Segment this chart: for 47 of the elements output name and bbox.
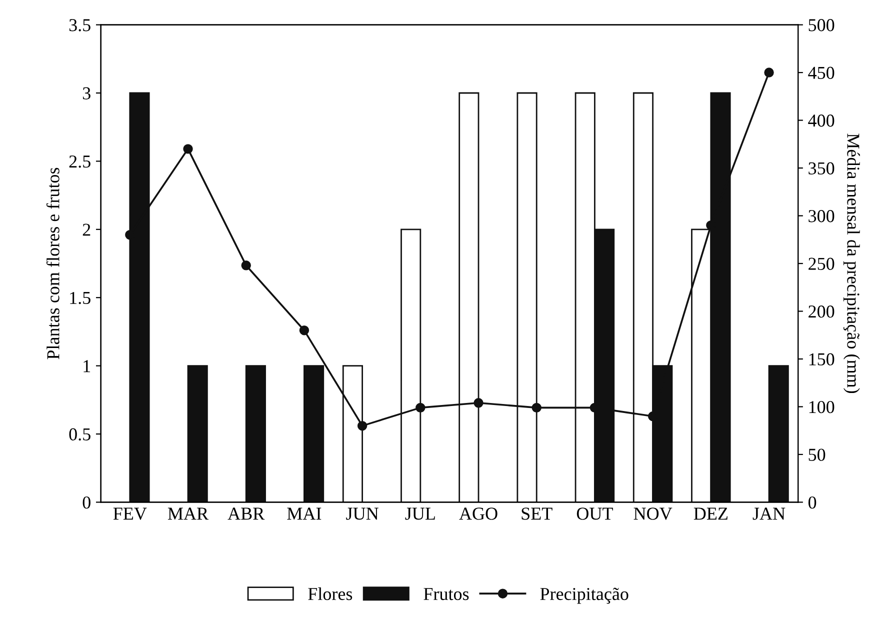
bar <box>245 365 266 502</box>
y2-axis-title: Média mensal da precipitação (mm) <box>843 134 860 394</box>
x-tick-label: SET <box>522 508 552 520</box>
x-tick-label: JAN <box>752 508 786 520</box>
x-tick-label: ABR <box>228 508 265 520</box>
point <box>183 144 193 154</box>
y-tick-label: 1 <box>84 360 90 372</box>
x-tick-label: DEZ <box>694 508 728 520</box>
x-tick-label: OUT <box>576 508 613 520</box>
point <box>241 260 251 270</box>
point <box>299 325 310 336</box>
point <box>474 398 484 408</box>
y2-tick-label: 250 <box>808 258 834 270</box>
bar <box>187 365 208 502</box>
legend-label: Flores <box>308 587 352 600</box>
y2-tick-label: 350 <box>808 162 834 174</box>
point <box>416 402 426 413</box>
y-tick-label: 2 <box>82 224 90 236</box>
x-tick-label: MAR <box>168 508 209 520</box>
y-tick-label: 0 <box>82 496 90 509</box>
y-tick-label: 3 <box>82 87 90 100</box>
legend-label: Frutos <box>424 588 469 600</box>
bar <box>768 365 789 502</box>
y2-tick-label: 450 <box>808 66 834 79</box>
x-tick-label: JUN <box>346 508 378 520</box>
x-tick-label: FEV <box>113 508 147 520</box>
y-tick-label: 3.5 <box>69 19 90 32</box>
x-tick-label: AGO <box>459 508 498 520</box>
y2-tick-label: 500 <box>808 19 834 32</box>
point <box>357 420 368 431</box>
x-tick-label: NOV <box>634 508 672 520</box>
y2-tick-label: 50 <box>808 448 826 461</box>
y2-tick-label: 200 <box>808 305 834 318</box>
y2-tick-label: 0 <box>808 496 816 509</box>
x-tick-label: JUL <box>405 508 435 520</box>
y-tick-label: 1.5 <box>70 292 90 304</box>
legend-label: Precipitação <box>540 588 628 604</box>
y2-tick-label: 300 <box>808 210 834 222</box>
point <box>764 68 774 78</box>
y2-tick-label: 400 <box>808 114 834 127</box>
x-tick-label: MAI <box>287 508 322 520</box>
y-axis-title: Plantas com flores e frutos <box>46 168 60 360</box>
point <box>532 402 542 413</box>
y-tick-label: 2.5 <box>69 156 90 168</box>
y2-tick-label: 100 <box>809 400 834 414</box>
y2-tick-label: 150 <box>809 353 834 366</box>
y-tick-label: 0.5 <box>69 428 90 441</box>
